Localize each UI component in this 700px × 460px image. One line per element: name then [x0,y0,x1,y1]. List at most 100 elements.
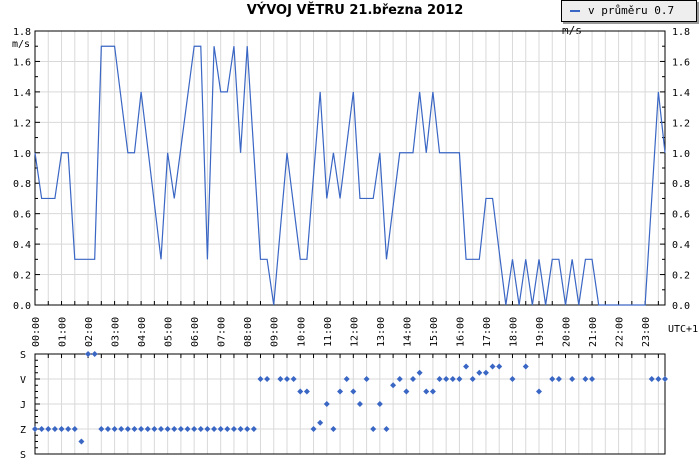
direction-point [144,426,151,432]
y-tick-label-right: 0.4 [672,240,690,251]
direction-point [648,376,655,382]
y-tick-label-right: 0.6 [672,210,690,221]
y-axis-unit: m/s [12,39,30,50]
y-tick-label: 0.2 [13,271,31,282]
direction-point [303,388,310,395]
direction-point [158,426,164,432]
direction-point [396,376,403,382]
plot-frame [34,30,666,306]
y-tick-label-right: 1.4 [672,88,690,99]
y-tick-label-right: 1.2 [672,118,690,129]
direction-point [390,382,397,389]
direction-point [177,426,184,432]
direction-point [323,401,330,407]
x-tick-label: 17:00 [482,317,493,347]
direction-point [423,388,430,395]
y-tick-label-right: 0.8 [672,179,690,190]
direction-point [569,376,576,382]
x-tick-label: 16:00 [455,317,466,347]
x-tick-label: 03:00 [111,317,122,347]
direction-point [403,388,410,395]
y-tick-label: 1.4 [13,88,31,99]
direction-point [32,426,38,432]
direction-label: V [20,375,26,386]
x-tick-label: 00:00 [31,317,42,347]
direction-label: J [20,400,26,411]
direction-point [582,376,589,382]
direction-label: S [20,450,26,460]
x-tick-label: 21:00 [588,317,599,347]
direction-point [257,376,264,382]
direction-point [171,426,178,432]
direction-point [549,376,556,382]
direction-point [211,426,218,432]
direction-point [555,376,562,382]
direction-point [138,426,145,432]
x-tick-label: 20:00 [562,317,573,347]
direction-point [662,376,668,382]
direction-point [111,426,118,432]
x-tick-label: 12:00 [349,317,360,347]
direction-point [164,426,171,432]
direction-point [151,426,158,432]
x-tick-label: 01:00 [58,317,69,347]
direction-point [383,426,390,432]
y-tick-label-right: 1.0 [672,149,690,160]
direction-point [191,426,198,432]
speed-line [34,45,666,306]
x-tick-label: 07:00 [217,317,228,347]
x-tick-label: 09:00 [270,317,281,347]
x-tick-label: 14:00 [402,317,413,347]
direction-point [416,369,423,376]
direction-point [264,376,271,382]
y-tick-label: 0.8 [13,179,31,190]
x-tick-label: 04:00 [137,317,148,347]
x-tick-label: 11:00 [323,317,334,347]
x-tick-label: 02:00 [84,317,95,347]
direction-point [184,426,191,432]
direction-point [91,351,98,357]
direction-point [237,426,244,432]
direction-point [376,401,383,407]
x-tick-label: 13:00 [376,317,387,347]
direction-point [443,376,450,382]
direction-point [350,388,357,395]
y-tick-label-right: 0.0 [672,301,690,312]
direction-point [429,388,436,395]
direction-point [476,369,483,376]
direction-point [522,363,529,370]
direction-point [456,376,463,382]
direction-point [449,376,456,382]
direction-point [98,426,105,432]
direction-point [463,363,470,370]
direction-point [337,388,344,395]
direction-point [343,376,350,382]
direction-point [310,426,317,432]
direction-point [482,369,489,376]
y-tick-label: 0.0 [13,301,31,312]
direction-point [297,388,304,395]
y-tick-label-right: 1.8 [672,27,690,38]
x-tick-label: 15:00 [429,317,440,347]
direction-point [204,426,211,432]
direction-point [51,426,58,432]
x-tick-label: 10:00 [296,317,307,347]
direction-point [217,426,224,432]
y-tick-label-right: 1.6 [672,57,690,68]
direction-point [85,351,92,357]
direction-point [38,426,45,432]
direction-point [496,363,503,370]
legend: v průměru 0.7 m/s [561,0,697,37]
direction-point [197,426,204,432]
x-tick-label: 08:00 [243,317,254,347]
direction-point [370,426,377,432]
x-tick-label: 06:00 [190,317,201,347]
direction-point [436,376,443,382]
y-tick-label: 1.6 [13,57,31,68]
direction-point [284,376,290,382]
y-tick-label-right: 0.2 [672,271,690,282]
direction-point [469,376,476,382]
direction-point [363,376,370,382]
x-tick-label: 18:00 [508,317,519,347]
